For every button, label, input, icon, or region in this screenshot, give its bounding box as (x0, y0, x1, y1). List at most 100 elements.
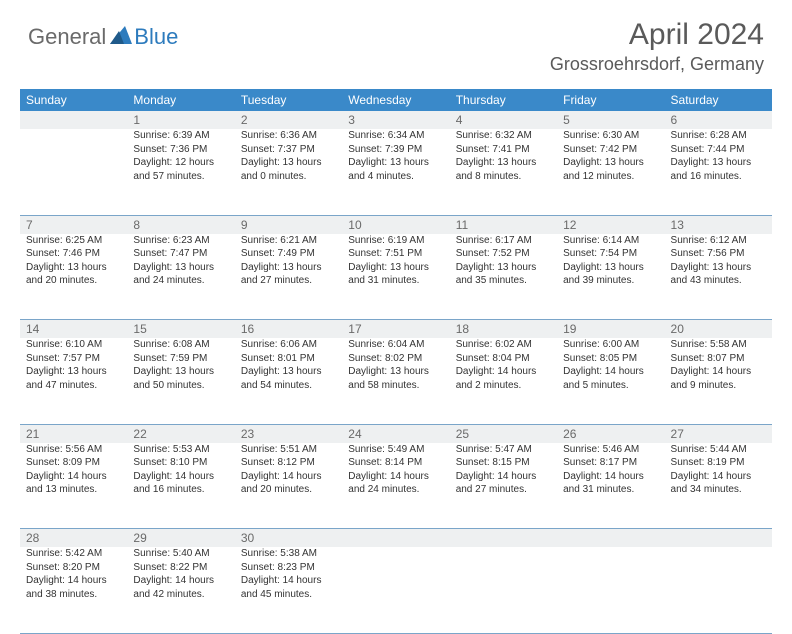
day-content-row: Sunrise: 6:10 AMSunset: 7:57 PMDaylight:… (20, 338, 772, 424)
daylight-text: Daylight: 13 hours (26, 365, 121, 379)
daylight-text: Daylight: 13 hours (241, 365, 336, 379)
daylight-text: and 35 minutes. (456, 274, 551, 288)
brand-text-2: Blue (134, 24, 178, 50)
day-number-cell: 3 (342, 111, 449, 129)
sunrise-text: Sunrise: 6:19 AM (348, 234, 443, 248)
sunset-text: Sunset: 7:36 PM (133, 143, 228, 157)
sunrise-text: Sunrise: 6:04 AM (348, 338, 443, 352)
daylight-text: and 43 minutes. (671, 274, 766, 288)
sunrise-text: Sunrise: 5:42 AM (26, 547, 121, 561)
day-cell: Sunrise: 6:28 AMSunset: 7:44 PMDaylight:… (665, 129, 772, 215)
sunrise-text: Sunrise: 5:53 AM (133, 443, 228, 457)
day-number-cell: 13 (665, 215, 772, 234)
weekday-header: Wednesday (342, 89, 449, 111)
weekday-header: Thursday (450, 89, 557, 111)
sunrise-text: Sunrise: 5:38 AM (241, 547, 336, 561)
day-content-row: Sunrise: 6:39 AMSunset: 7:36 PMDaylight:… (20, 129, 772, 215)
sunrise-text: Sunrise: 6:08 AM (133, 338, 228, 352)
sunrise-text: Sunrise: 5:49 AM (348, 443, 443, 457)
sunset-text: Sunset: 8:01 PM (241, 352, 336, 366)
title-block: April 2024 Grossroehrsdorf, Germany (550, 18, 764, 75)
day-number-cell: 23 (235, 424, 342, 443)
daylight-text: and 16 minutes. (671, 170, 766, 184)
daylight-text: and 31 minutes. (348, 274, 443, 288)
day-number-cell: 7 (20, 215, 127, 234)
day-cell: Sunrise: 6:08 AMSunset: 7:59 PMDaylight:… (127, 338, 234, 424)
daylight-text: Daylight: 14 hours (241, 574, 336, 588)
day-number: 26 (563, 427, 576, 441)
day-number-cell (450, 529, 557, 548)
daylight-text: and 34 minutes. (671, 483, 766, 497)
daylight-text: and 4 minutes. (348, 170, 443, 184)
daylight-text: and 45 minutes. (241, 588, 336, 602)
daylight-text: Daylight: 14 hours (671, 365, 766, 379)
day-cell: Sunrise: 6:21 AMSunset: 7:49 PMDaylight:… (235, 234, 342, 320)
sunset-text: Sunset: 7:52 PM (456, 247, 551, 261)
day-number-row: 14151617181920 (20, 320, 772, 339)
daylight-text: and 2 minutes. (456, 379, 551, 393)
sunset-text: Sunset: 8:05 PM (563, 352, 658, 366)
sunset-text: Sunset: 7:47 PM (133, 247, 228, 261)
daylight-text: and 9 minutes. (671, 379, 766, 393)
weekday-header: Monday (127, 89, 234, 111)
day-cell: Sunrise: 5:53 AMSunset: 8:10 PMDaylight:… (127, 443, 234, 529)
day-number-cell: 8 (127, 215, 234, 234)
day-cell: Sunrise: 6:23 AMSunset: 7:47 PMDaylight:… (127, 234, 234, 320)
daylight-text: and 0 minutes. (241, 170, 336, 184)
daylight-text: Daylight: 14 hours (348, 470, 443, 484)
day-cell: Sunrise: 5:46 AMSunset: 8:17 PMDaylight:… (557, 443, 664, 529)
day-number-cell: 27 (665, 424, 772, 443)
day-cell: Sunrise: 6:34 AMSunset: 7:39 PMDaylight:… (342, 129, 449, 215)
day-number: 7 (26, 218, 33, 232)
month-title: April 2024 (550, 18, 764, 52)
day-cell: Sunrise: 6:14 AMSunset: 7:54 PMDaylight:… (557, 234, 664, 320)
day-number-cell: 24 (342, 424, 449, 443)
day-cell: Sunrise: 6:10 AMSunset: 7:57 PMDaylight:… (20, 338, 127, 424)
daylight-text: Daylight: 13 hours (671, 261, 766, 275)
day-number: 11 (456, 218, 468, 232)
weekday-header: Saturday (665, 89, 772, 111)
daylight-text: and 8 minutes. (456, 170, 551, 184)
sunset-text: Sunset: 8:04 PM (456, 352, 551, 366)
day-number: 12 (563, 218, 576, 232)
day-cell (20, 129, 127, 215)
day-content-row: Sunrise: 6:25 AMSunset: 7:46 PMDaylight:… (20, 234, 772, 320)
sunrise-text: Sunrise: 6:14 AM (563, 234, 658, 248)
day-number-cell: 10 (342, 215, 449, 234)
day-cell: Sunrise: 6:30 AMSunset: 7:42 PMDaylight:… (557, 129, 664, 215)
day-cell: Sunrise: 6:36 AMSunset: 7:37 PMDaylight:… (235, 129, 342, 215)
sunrise-text: Sunrise: 6:06 AM (241, 338, 336, 352)
daylight-text: and 58 minutes. (348, 379, 443, 393)
day-cell: Sunrise: 5:44 AMSunset: 8:19 PMDaylight:… (665, 443, 772, 529)
day-number-cell (665, 529, 772, 548)
sunrise-text: Sunrise: 6:25 AM (26, 234, 121, 248)
daylight-text: Daylight: 13 hours (563, 156, 658, 170)
day-number-cell (342, 529, 449, 548)
day-number-cell: 16 (235, 320, 342, 339)
day-number: 17 (348, 322, 361, 336)
day-cell: Sunrise: 5:38 AMSunset: 8:23 PMDaylight:… (235, 547, 342, 633)
header: General Blue April 2024 Grossroehrsdorf,… (0, 0, 792, 83)
weekday-header: Sunday (20, 89, 127, 111)
day-cell: Sunrise: 5:49 AMSunset: 8:14 PMDaylight:… (342, 443, 449, 529)
daylight-text: Daylight: 14 hours (563, 470, 658, 484)
day-number-cell: 15 (127, 320, 234, 339)
sunrise-text: Sunrise: 5:40 AM (133, 547, 228, 561)
day-cell: Sunrise: 6:04 AMSunset: 8:02 PMDaylight:… (342, 338, 449, 424)
daylight-text: Daylight: 14 hours (133, 470, 228, 484)
sunrise-text: Sunrise: 6:12 AM (671, 234, 766, 248)
daylight-text: and 38 minutes. (26, 588, 121, 602)
daylight-text: and 57 minutes. (133, 170, 228, 184)
daylight-text: and 13 minutes. (26, 483, 121, 497)
day-number-cell: 19 (557, 320, 664, 339)
daylight-text: and 47 minutes. (26, 379, 121, 393)
daylight-text: Daylight: 13 hours (348, 261, 443, 275)
day-number: 10 (348, 218, 361, 232)
day-number: 16 (241, 322, 254, 336)
sunset-text: Sunset: 8:02 PM (348, 352, 443, 366)
daylight-text: Daylight: 13 hours (241, 156, 336, 170)
day-content-row: Sunrise: 5:42 AMSunset: 8:20 PMDaylight:… (20, 547, 772, 633)
day-number: 4 (456, 113, 463, 127)
day-cell: Sunrise: 6:06 AMSunset: 8:01 PMDaylight:… (235, 338, 342, 424)
day-number-cell: 25 (450, 424, 557, 443)
